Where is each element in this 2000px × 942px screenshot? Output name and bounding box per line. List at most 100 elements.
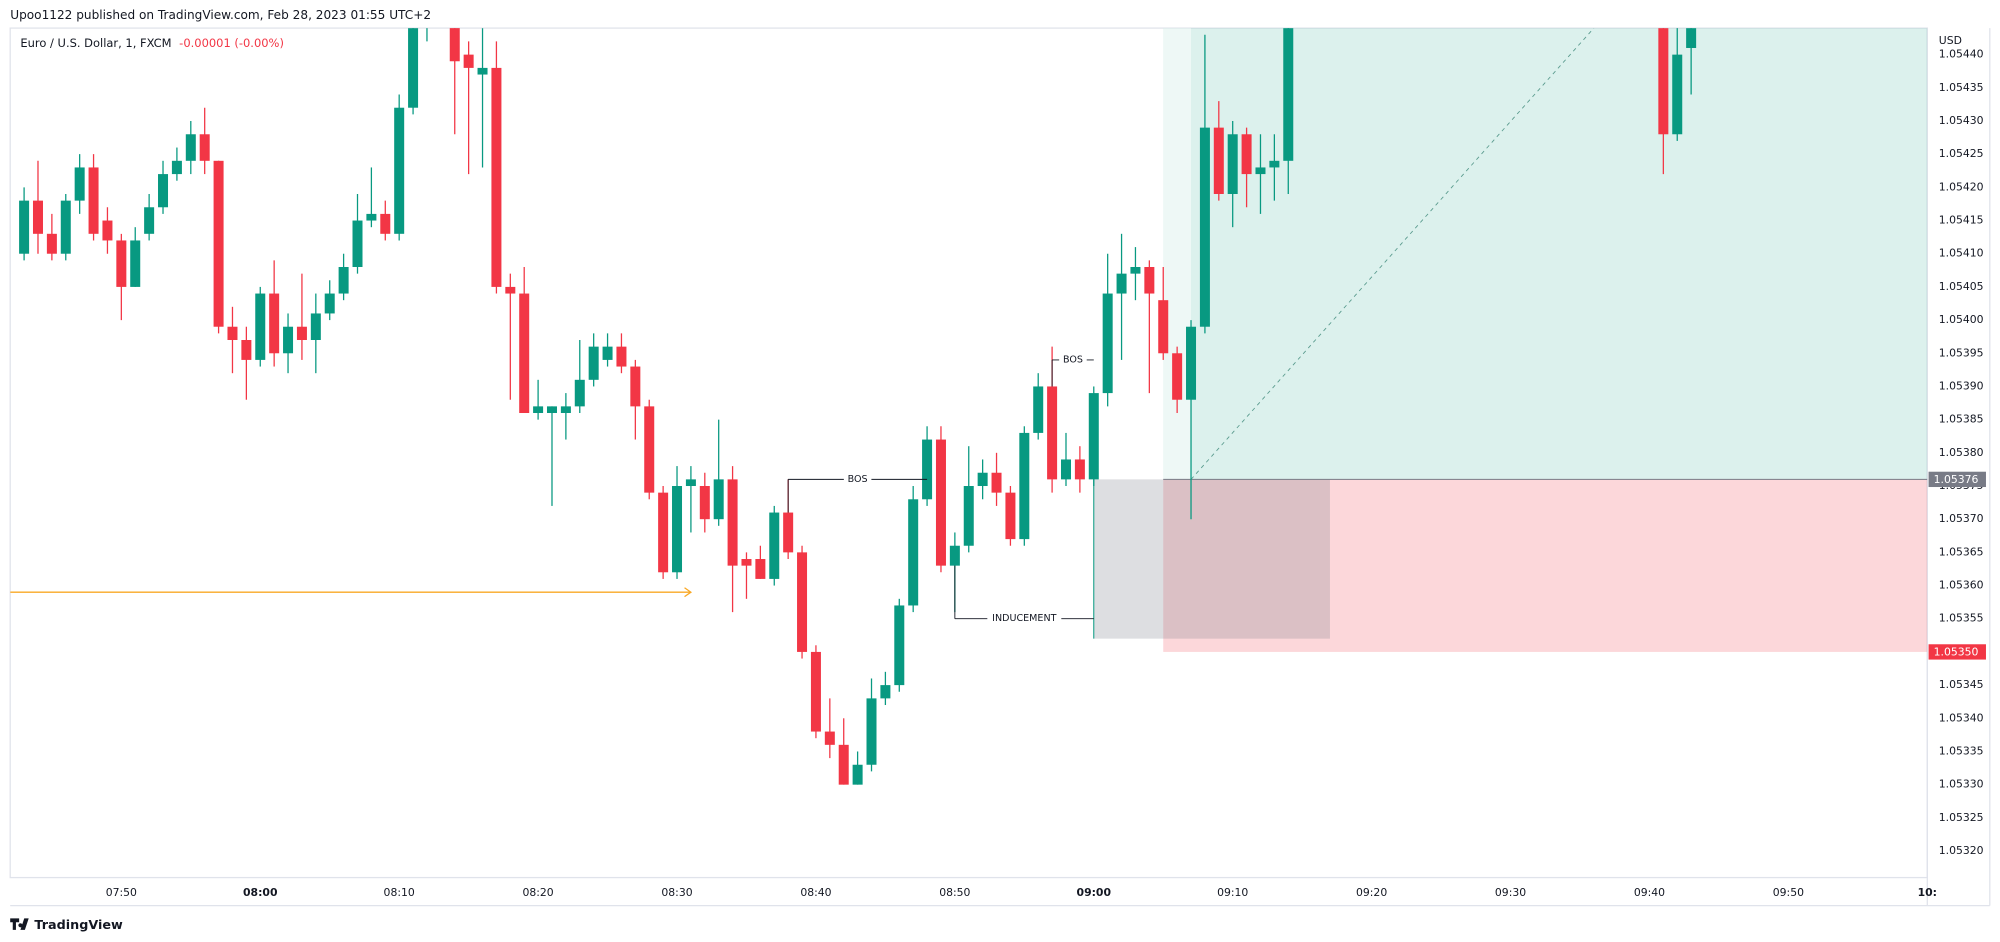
candle-body [533,406,544,414]
price-tag [1928,644,1986,660]
candle-body [783,512,794,553]
candle-body [1227,134,1238,194]
x-tick-label: 09:20 [1356,886,1387,899]
tradingview-logo: TradingView [10,918,123,933]
overlay: BOS BOS INDUCEMENT [787,353,1094,626]
candle-body [241,340,252,360]
candle-body [1144,266,1155,294]
candle-body [616,346,627,367]
candle-body [1158,300,1169,354]
candle-body [491,67,502,287]
logo-icon [10,918,29,930]
candle-body [630,366,641,407]
candle-body [380,213,391,234]
candle-body [185,134,196,161]
y-tick-label: 1.05410 [1939,247,1984,260]
candle-body [1672,54,1683,135]
candle-body [1172,353,1183,400]
candle-body [144,207,155,234]
candle-body [769,512,780,579]
annotation-label: INDUCEMENT [992,613,1056,624]
x-tick-label: 08:20 [522,886,553,899]
projection-line [1190,28,1595,480]
candle-body [366,213,377,221]
candle-body [74,167,85,201]
x-tick-label: 09:10 [1217,886,1248,899]
y-tick-label: 1.05395 [1939,346,1984,359]
candle-body [977,472,988,487]
profit-zone [1163,28,1928,480]
candle-body [255,293,266,360]
candle-body [171,160,182,175]
candle-body [658,492,669,573]
candle-body [838,744,849,785]
currency-label: USD [1939,34,1962,47]
candle-body [310,313,321,341]
y-tick-label: 1.05385 [1939,413,1984,426]
candle-body [922,439,933,500]
candle-body [949,545,960,566]
candle-body [1186,326,1197,400]
price-tag-label: 1.05350 [1934,646,1979,659]
candle-body [1199,127,1210,327]
candle-body [1686,28,1697,48]
candle-body [1130,266,1141,274]
x-tick-label: 07:50 [106,886,137,899]
candle-body [60,200,71,254]
candle-body [88,167,99,234]
y-tick-label: 1.05335 [1939,744,1984,757]
annotation-label: BOS [1063,354,1083,365]
candle-body [324,293,335,314]
candle-body [1088,393,1099,480]
candle-body [935,439,946,566]
x-tick-label: 10: [1918,886,1937,899]
candle-body [477,67,488,75]
y-tick-label: 1.05390 [1939,379,1984,392]
y-tick-label: 1.05425 [1939,147,1984,160]
candle-body [797,552,808,652]
symbol-title: Euro / U.S. Dollar, 1, FXCM [20,36,171,50]
candle-body [685,479,696,487]
candle-body [352,220,363,267]
candle-body [408,28,419,108]
candle-body [672,486,683,573]
candle-body [283,326,294,354]
y-tick-label: 1.05415 [1939,214,1984,227]
y-tick-label: 1.05440 [1939,48,1984,61]
candle-body [1241,134,1252,175]
y-tick-label: 1.05370 [1939,512,1984,525]
annotation-bg [1059,353,1087,367]
candle-body [102,220,113,241]
candle-body [505,286,516,294]
x-tick-label: 09:50 [1773,886,1804,899]
candle-body [227,326,238,341]
candle-body [19,200,30,254]
candle-body [963,486,974,546]
candle-body [463,54,474,68]
candle-body [130,240,141,287]
candle-body [338,266,349,294]
candle-body [991,472,1002,493]
price-change: -0.00001 (-0.00%) [179,36,284,50]
candle-body [449,28,460,62]
candle-body [588,346,599,380]
candle-body [894,605,905,686]
gray-zone [1093,479,1330,639]
candle-body [810,651,821,732]
annotation-label: BOS [848,474,868,485]
y-tick-label: 1.05365 [1939,545,1984,558]
candle-body [727,479,738,566]
candle-body [158,174,169,208]
candle-body [213,160,224,327]
y-tick-label: 1.05435 [1939,81,1984,94]
candle-body [546,406,557,414]
candle-body [394,107,405,234]
candle-body [296,326,307,341]
candle-body [1269,160,1280,168]
y-tick-label: 1.05340 [1939,711,1984,724]
x-tick-label: 08:00 [243,886,278,899]
candle-body [1116,273,1127,294]
candle-body [713,479,724,520]
x-tick-label: 08:30 [661,886,692,899]
